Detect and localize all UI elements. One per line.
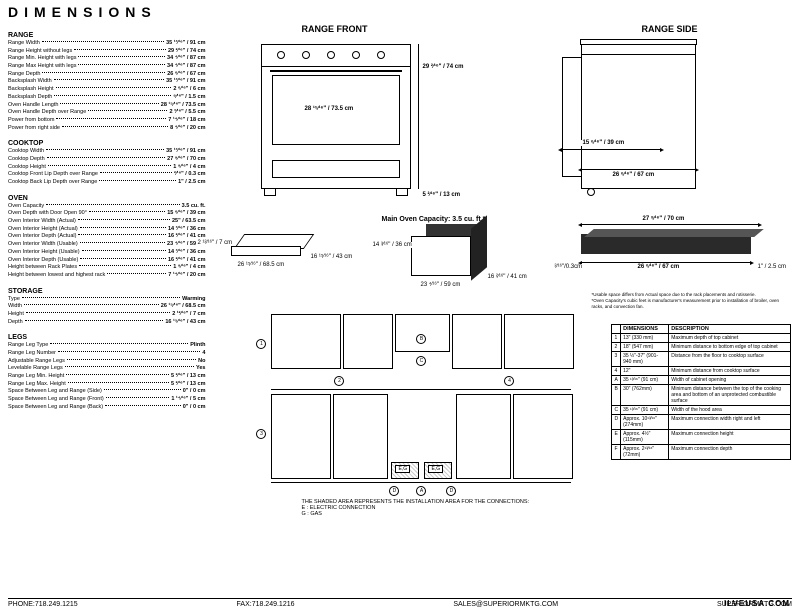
spec-row: Backsplash Height2 ⁶⁄¹⁶" / 6 cm — [8, 86, 205, 94]
dim-height: 29 ²⁄¹⁶" / 74 cm — [421, 64, 464, 70]
page-title: DIMENSIONS — [8, 4, 792, 20]
spec-row: Oven Interior Depth (Actual)16 ²⁄¹⁶" / 4… — [8, 233, 205, 241]
spec-row: Oven Interior Height (Usable)14 ³⁄¹⁶" / … — [8, 249, 205, 257]
shelf-tw: 27 ⁹⁄¹⁶" / 70 cm — [641, 216, 685, 222]
spec-row: Adjustable Range LegsNo — [8, 358, 205, 366]
section-oven: OVEN Oven Capacity3.5 cu. ft.Oven Depth … — [8, 195, 205, 280]
dim-depth: 26 ⁶⁄¹⁶" / 67 cm — [611, 172, 655, 178]
spec-row: Space Between Leg and Range (Side)0" / 0… — [8, 388, 205, 396]
shelf-diagram: 27 ⁹⁄¹⁶" / 70 cm 26 ⁶⁄¹⁶" / 67 cm ²⁄¹⁶"/… — [581, 234, 771, 254]
shelf-bw: 26 ⁶⁄¹⁶" / 67 cm — [636, 264, 680, 270]
spec-row: Width26 ¹⁵⁄¹⁶" / 68.5 cm — [8, 303, 205, 311]
table-row: C35 ¹³⁄¹⁶" (91 cm)Width of the hood area — [612, 406, 791, 415]
range-front-diagram: 28 ¹⁵⁄¹⁶" / 73.5 cm 29 ²⁄¹⁶" / 74 cm 5 ²… — [261, 44, 431, 214]
section-cooktop: COOKTOP Cooktop Width35 ¹³⁄¹⁶" / 91 cmCo… — [8, 140, 205, 186]
shaded-note: THE SHADED AREA REPRESENTS THE INSTALLAT… — [301, 499, 529, 517]
spec-row: Height2 ¹²⁄¹⁶" / 7 cm — [8, 311, 205, 319]
diagram-area: RANGE FRONT RANGE SIDE — [211, 24, 792, 594]
footer-fax: FAX:718.249.1216 — [237, 601, 295, 608]
table-row: FApprox. 2¹³⁄¹⁶" (72mm)Maximum connectio… — [612, 445, 791, 460]
spec-row: Cooktop Depth27 ⁹⁄¹⁶" / 70 cm — [8, 156, 205, 164]
spec-row: Power from bottom7 ¹⁴⁄¹⁶" / 18 cm — [8, 117, 205, 125]
header-front: RANGE FRONT — [301, 24, 367, 34]
table-row: B30" (762mm)Minimum distance between the… — [612, 385, 791, 406]
section-heading: COOKTOP — [8, 140, 205, 147]
cavity-h: 14 ³⁄¹⁶" / 36 cm — [371, 242, 412, 248]
header-side: RANGE SIDE — [641, 24, 697, 34]
section-heading: LEGS — [8, 334, 205, 341]
spec-row: Levelable Range LegsYes — [8, 365, 205, 373]
spec-row: Cooktop Back Lip Depth over Range1" / 2.… — [8, 179, 205, 187]
spec-row: Range Max Height with legs34 ⁴⁄¹⁶" / 87 … — [8, 63, 205, 71]
table-row: DApprox. 10¹³⁄¹⁶" (274mm)Maximum connect… — [612, 415, 791, 430]
spec-column: RANGE Range Width35 ¹³⁄¹⁶" / 91 cm Range … — [8, 24, 211, 594]
range-side-diagram: 15 ⁶⁄¹⁶" / 39 cm 26 ⁶⁄¹⁶" / 67 cm — [581, 44, 771, 214]
table-row: 218" (547 mm)Minimum distance to bottom … — [612, 343, 791, 352]
table-row: 113" (330 mm)Maximum depth of top cabine… — [612, 334, 791, 343]
spec-row: Space Between Leg and Range (Front)1 ¹⁴⁄… — [8, 396, 205, 404]
section-storage: STORAGE TypeWarmingWidth26 ¹⁵⁄¹⁶" / 68.5… — [8, 288, 205, 327]
spec-row: Range Leg Min. Height5 ²⁄¹⁶" / 13 cm — [8, 373, 205, 381]
spec-row: Range Min. Height with legs34 ⁴⁄¹⁶" / 87… — [8, 55, 205, 63]
spec-row: Range Leg TypePlinth — [8, 342, 205, 350]
section-legs: LEGS Range Leg TypePlinthRange Leg Numbe… — [8, 334, 205, 411]
spec-row: Power from right side8 ⁴⁄¹⁶" / 20 cm — [8, 125, 205, 133]
spec-row: Cooktop Front Lip Depth over Range²⁄¹⁶" … — [8, 171, 205, 179]
spec-row: Depth16 ¹⁵⁄¹⁶" / 43 cm — [8, 319, 205, 327]
dimensions-table: DIMENSIONS DESCRIPTION 113" (330 mm)Maxi… — [611, 324, 791, 460]
cavity-d: 16 ²⁄¹⁶" / 41 cm — [486, 274, 527, 280]
shelf-l1: ²⁄¹⁶"/0.3cm — [553, 264, 583, 270]
spec-row: Cooktop Width35 ¹³⁄¹⁶" / 91 cm — [8, 148, 205, 156]
spec-row: Range Leg Number4 — [8, 350, 205, 358]
installation-diagram: E,G E,G 1 2 3 4 A B C D D — [251, 314, 591, 524]
section-heading: OVEN — [8, 195, 205, 202]
footer-email: SALES@SUPERIORMKTG.COM — [453, 601, 558, 608]
shelf-l2: 1" / 2.5 cm — [756, 264, 786, 270]
spec-row: Space Between Leg and Range (Back)0" / 0… — [8, 404, 205, 412]
spec-row: Height between lowest and highest rack7 … — [8, 272, 205, 280]
dim-handle: 15 ⁶⁄¹⁶" / 39 cm — [581, 140, 625, 146]
section-heading: STORAGE — [8, 288, 205, 295]
dim-leg: 5 ²⁄¹⁶" / 13 cm — [421, 192, 461, 198]
footer: PHONE:718.249.1215 FAX:718.249.1216 SALE… — [8, 598, 792, 608]
spec-row: Backsplash Depth⁹⁄¹⁶" / 1.5 cm — [8, 94, 205, 102]
main-capacity: Main Oven Capacity: 3.5 cu. ft.* — [381, 216, 485, 223]
table-row: 412"Minimum distance from cooktop surfac… — [612, 367, 791, 376]
brand-logo: ILVEUSA.COM — [724, 599, 790, 608]
drawer-d: 16 ¹⁵⁄¹⁶" / 43 cm — [309, 254, 353, 260]
section-heading: RANGE — [8, 32, 205, 39]
spec-row: Range Width35 ¹³⁄¹⁶" / 91 cm — [8, 40, 205, 48]
spec-row: Oven Interior Width (Usable)23 ⁴⁄¹⁶" / 5… — [8, 241, 205, 249]
table-row: EApprox. 4½" (115mm)Maximum connection h… — [612, 430, 791, 445]
notes: *Usable space differs from Actual space … — [591, 292, 792, 310]
drawer-diagram: 2 ¹²⁄¹⁶" / 7 cm 26 ¹⁵⁄¹⁶" / 68.5 cm 16 ¹… — [231, 234, 301, 259]
cavity-diagram: 14 ³⁄¹⁶" / 36 cm 23 ⁴⁄¹⁶" / 59 cm 16 ²⁄¹… — [411, 224, 491, 279]
table-row: A35 ¹³⁄¹⁶" (91 cm)Width of cabinet openi… — [612, 376, 791, 385]
drawer-h: 2 ¹²⁄¹⁶" / 7 cm — [196, 240, 233, 246]
cavity-w: 23 ⁴⁄¹⁶" / 59 cm — [419, 282, 461, 288]
table-row: 335 ½"-37" (901-940 mm)Distance from the… — [612, 352, 791, 367]
spec-row: Oven Handle Depth over Range2 ³⁄¹⁶" / 5.… — [8, 109, 205, 117]
spec-row: Oven Depth with Door Open 90°15 ⁶⁄¹⁶" / … — [8, 210, 205, 218]
spec-row: Range Leg Max. Height5 ²⁄¹⁶" / 13 cm — [8, 381, 205, 389]
footer-phone: PHONE:718.249.1215 — [8, 601, 78, 608]
dim-width: 28 ¹⁵⁄¹⁶" / 73.5 cm — [303, 106, 354, 112]
spec-row: Oven Interior Width (Actual)25" / 63.5 c… — [8, 218, 205, 226]
spec-row: Backsplash Width35 ¹³⁄¹⁶" / 91 cm — [8, 78, 205, 86]
section-range: RANGE Range Width35 ¹³⁄¹⁶" / 91 cm Range … — [8, 32, 205, 132]
drawer-w: 26 ¹⁵⁄¹⁶" / 68.5 cm — [236, 262, 285, 268]
spec-row: Height between Rack Plates1 ⁹⁄¹⁶" / 4 cm — [8, 264, 205, 272]
